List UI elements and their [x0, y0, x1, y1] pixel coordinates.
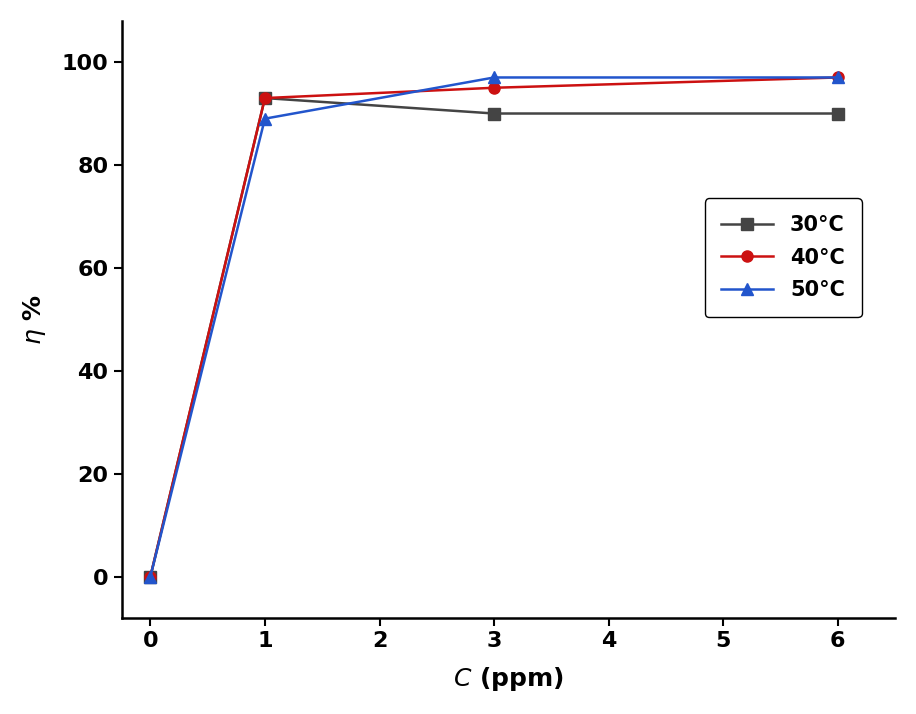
50°C [488, 74, 499, 82]
50°C [833, 74, 844, 82]
Line: 30°C: 30°C [145, 93, 844, 583]
X-axis label: $\mathit{C}$ (ppm): $\mathit{C}$ (ppm) [453, 665, 563, 693]
40°C [833, 74, 844, 82]
30°C [833, 109, 844, 118]
Line: 50°C: 50°C [144, 71, 845, 583]
30°C [145, 573, 156, 581]
40°C [488, 84, 499, 92]
Y-axis label: $\eta$ %: $\eta$ % [21, 294, 48, 345]
Legend: 30°C, 40°C, 50°C: 30°C, 40°C, 50°C [704, 198, 862, 317]
40°C [145, 573, 156, 581]
30°C [488, 109, 499, 118]
Line: 40°C: 40°C [145, 72, 844, 583]
30°C [259, 94, 270, 102]
40°C [259, 94, 270, 102]
50°C [259, 114, 270, 123]
50°C [145, 573, 156, 581]
